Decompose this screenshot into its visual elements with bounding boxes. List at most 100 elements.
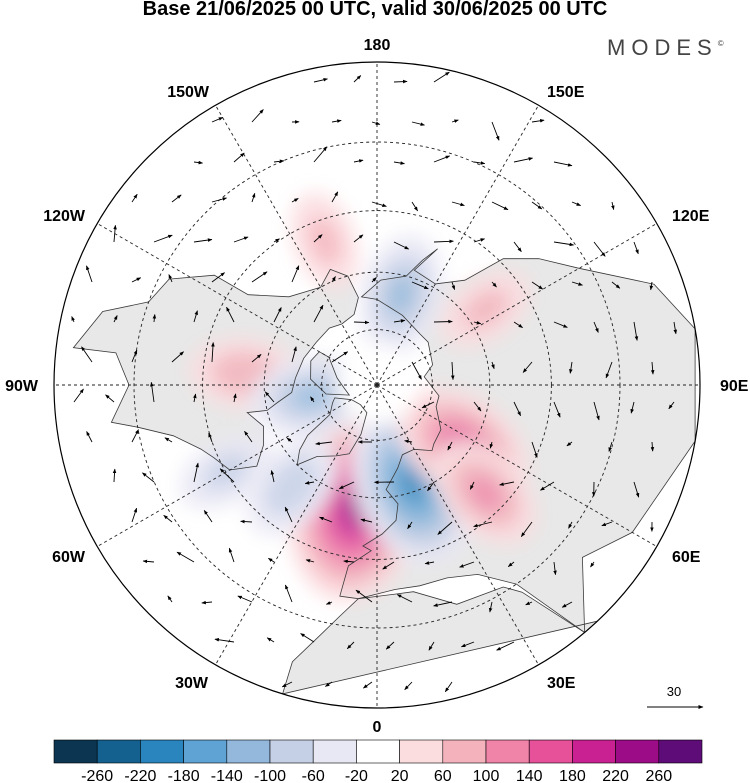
wind-vector — [437, 521, 453, 535]
wind-vector — [393, 79, 408, 84]
wind-vector — [164, 437, 173, 443]
wind-vector — [473, 521, 493, 528]
wind-vector — [553, 321, 568, 328]
wind-vector — [193, 160, 204, 165]
wind-vector — [473, 161, 486, 165]
wind-vector — [630, 401, 635, 414]
wind-vector — [300, 633, 315, 643]
lon-label-90w: 90W — [5, 378, 39, 395]
wind-vector — [86, 431, 93, 443]
wind-vector — [211, 116, 224, 123]
wind-vector — [590, 561, 595, 568]
anomaly-layer — [179, 192, 538, 603]
lon-label-180: 180 — [364, 37, 391, 54]
wind-vector — [451, 201, 465, 207]
wind-vector — [214, 638, 235, 643]
wind-vector — [513, 401, 522, 417]
wind-vector — [273, 306, 282, 323]
wind-vector — [360, 518, 373, 523]
graticule — [54, 62, 700, 708]
wind-vector — [411, 201, 418, 212]
wind-vector — [319, 516, 333, 523]
wind-vector — [131, 193, 138, 203]
wind-vector — [284, 506, 293, 523]
colorbar-swatch — [269, 739, 314, 764]
colorbar-label: -180 — [168, 768, 200, 783]
copyright-mark: © — [717, 39, 724, 48]
wind-vector — [131, 277, 142, 283]
meridian-240 — [86, 217, 378, 386]
wind-vector — [371, 201, 387, 207]
wind-vector — [153, 234, 173, 243]
wind-vector — [310, 396, 315, 403]
anomaly-bering-low — [359, 234, 444, 356]
wind-vector — [71, 316, 75, 323]
wind-vector — [488, 601, 493, 613]
wind-vector — [208, 432, 213, 443]
wind-vector — [268, 557, 275, 563]
wind-vector — [211, 197, 228, 203]
wind-vector — [531, 281, 544, 290]
colorbar-label: -100 — [254, 768, 286, 783]
lat-circle-60 — [263, 271, 491, 499]
lon-label-0: 0 — [373, 719, 382, 736]
colorbar-label: 180 — [559, 768, 586, 783]
wind-vector — [171, 194, 182, 203]
wind-vector — [433, 155, 451, 163]
wind-vector — [520, 521, 533, 537]
wind-vector — [433, 239, 454, 244]
wind-vector — [433, 71, 450, 83]
wind-vector — [131, 349, 138, 363]
wind-vector — [193, 393, 197, 403]
wind-vector — [313, 234, 323, 243]
wind-vector — [650, 441, 655, 452]
wind-vector — [507, 561, 515, 567]
land-eurasia-coast — [339, 248, 696, 634]
wind-vector — [469, 481, 475, 490]
colorbar-swatch — [485, 739, 530, 764]
wind-vector — [553, 561, 557, 576]
lon-label-30w: 30W — [175, 675, 209, 692]
wind-vector — [211, 272, 225, 283]
wind-vector — [211, 342, 215, 363]
wind-vector — [568, 521, 573, 529]
wind-vector — [343, 559, 355, 564]
anomaly-east-europe-high — [433, 441, 538, 546]
wind-vector — [315, 441, 333, 446]
wind-vector — [251, 109, 264, 123]
wind-vector — [105, 394, 115, 403]
wind-vector — [569, 361, 573, 374]
wind-vector — [404, 681, 413, 691]
reference-vector-label: 30 — [667, 684, 681, 699]
wind-vector — [611, 201, 615, 211]
wind-vector — [251, 354, 262, 363]
wind-vector — [499, 481, 515, 486]
wind-vector — [404, 439, 413, 444]
wind-vector — [531, 201, 543, 210]
colorbar-label: 220 — [602, 768, 629, 783]
wind-vector — [673, 321, 678, 335]
wind-vector — [193, 238, 213, 243]
wind-vector — [201, 600, 213, 605]
wind-vector — [266, 637, 275, 643]
colorbar-swatch — [572, 739, 616, 764]
wind-vector — [176, 551, 195, 563]
wind-vector — [331, 191, 339, 203]
wind-vector — [433, 319, 453, 324]
brand-text: MODES — [607, 35, 718, 60]
wind-vector — [633, 321, 639, 341]
wind-vector — [593, 401, 600, 421]
wind-vector — [113, 224, 117, 243]
wind-vector — [424, 561, 435, 565]
wind-vector — [649, 281, 654, 291]
wind-vector — [355, 589, 373, 603]
wind-vector — [473, 320, 482, 325]
wind-vector — [131, 507, 138, 523]
wind-vector — [553, 241, 575, 247]
wind-vector — [363, 681, 373, 689]
wind-vector — [273, 238, 280, 243]
wind-vector — [304, 481, 315, 485]
colorbar-swatch — [140, 739, 184, 764]
wind-vector — [411, 281, 429, 290]
wind-vector — [168, 274, 173, 283]
